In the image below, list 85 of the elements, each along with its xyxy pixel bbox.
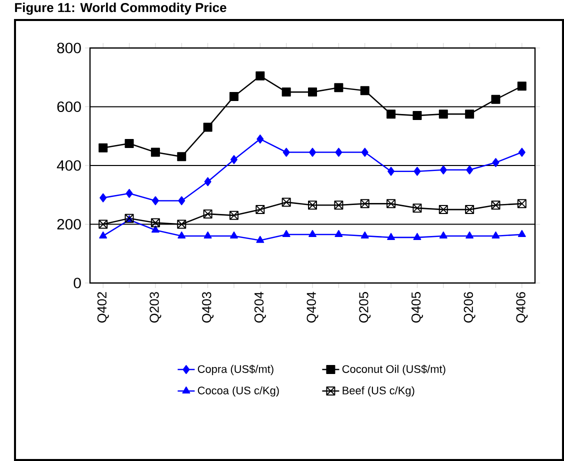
legend-label: Copra (US$/mt) [198,364,274,376]
point [204,231,212,238]
x-tick-label: Q205 [359,292,371,323]
point [412,204,422,213]
point [256,71,265,80]
point [439,231,448,238]
x-tick-label: Q403 [202,292,214,323]
point [308,230,316,238]
point [124,138,134,148]
point [518,148,526,157]
y-tick-label: 400 [56,160,81,171]
point [361,148,368,157]
point [387,232,395,240]
point [256,205,265,214]
point [100,193,107,202]
point [466,165,474,174]
point [150,218,160,228]
point [178,196,186,206]
point [152,196,159,206]
legend-label: Coconut Oil (US$/mt) [342,364,446,376]
point [309,148,316,157]
point [98,220,108,229]
point [256,134,264,144]
point [466,231,474,238]
point [360,86,370,96]
point [282,88,291,97]
x-tick-label: Q402 [97,292,109,323]
point [386,110,396,119]
point [230,155,238,164]
point [491,200,500,210]
point [492,231,500,238]
point [282,230,290,238]
point [151,226,160,233]
point [334,230,343,238]
point [491,94,500,104]
point [517,199,526,208]
y-tick-label: 0 [74,278,81,288]
point [386,199,396,208]
x-tick-label: Q405 [411,292,423,323]
point [334,83,344,92]
point [492,158,500,168]
point [414,166,421,176]
point [335,148,342,157]
point [308,88,318,97]
y-tick-label: 800 [57,42,81,54]
point [440,165,447,174]
point [388,166,395,176]
point [204,177,212,186]
point [99,231,108,238]
point [203,122,212,132]
point [177,152,186,162]
point [256,236,264,243]
point [203,209,212,218]
point [465,205,474,214]
x-tick-label: Q406 [516,292,528,323]
x-tick-label: Q404 [306,292,318,323]
point [177,220,186,229]
point [98,143,108,152]
point [438,205,448,214]
y-tick-label: 600 [57,101,81,112]
point [308,200,318,210]
legend-label: Beef (US c/Kg) [342,386,414,397]
point [465,110,474,119]
point [282,198,291,207]
point [334,200,344,210]
point [230,231,238,238]
y-tick-label: 200 [57,218,81,230]
point [150,148,160,157]
point [178,231,186,238]
point [360,231,369,238]
point [438,110,448,119]
point [360,199,370,208]
point [518,230,526,238]
point [282,148,290,157]
point [413,232,422,240]
point [412,111,422,120]
x-tick-label: Q206 [464,292,476,323]
x-tick-label: Q203 [150,292,162,323]
chart-title: Figure 11: World Commodity Price [15,2,226,15]
point [229,210,238,220]
point [229,92,238,101]
point [126,188,133,198]
x-tick-label: Q204 [254,292,266,323]
point [517,82,526,91]
legend-label: Cocoa (US c/Kg) [198,386,279,397]
